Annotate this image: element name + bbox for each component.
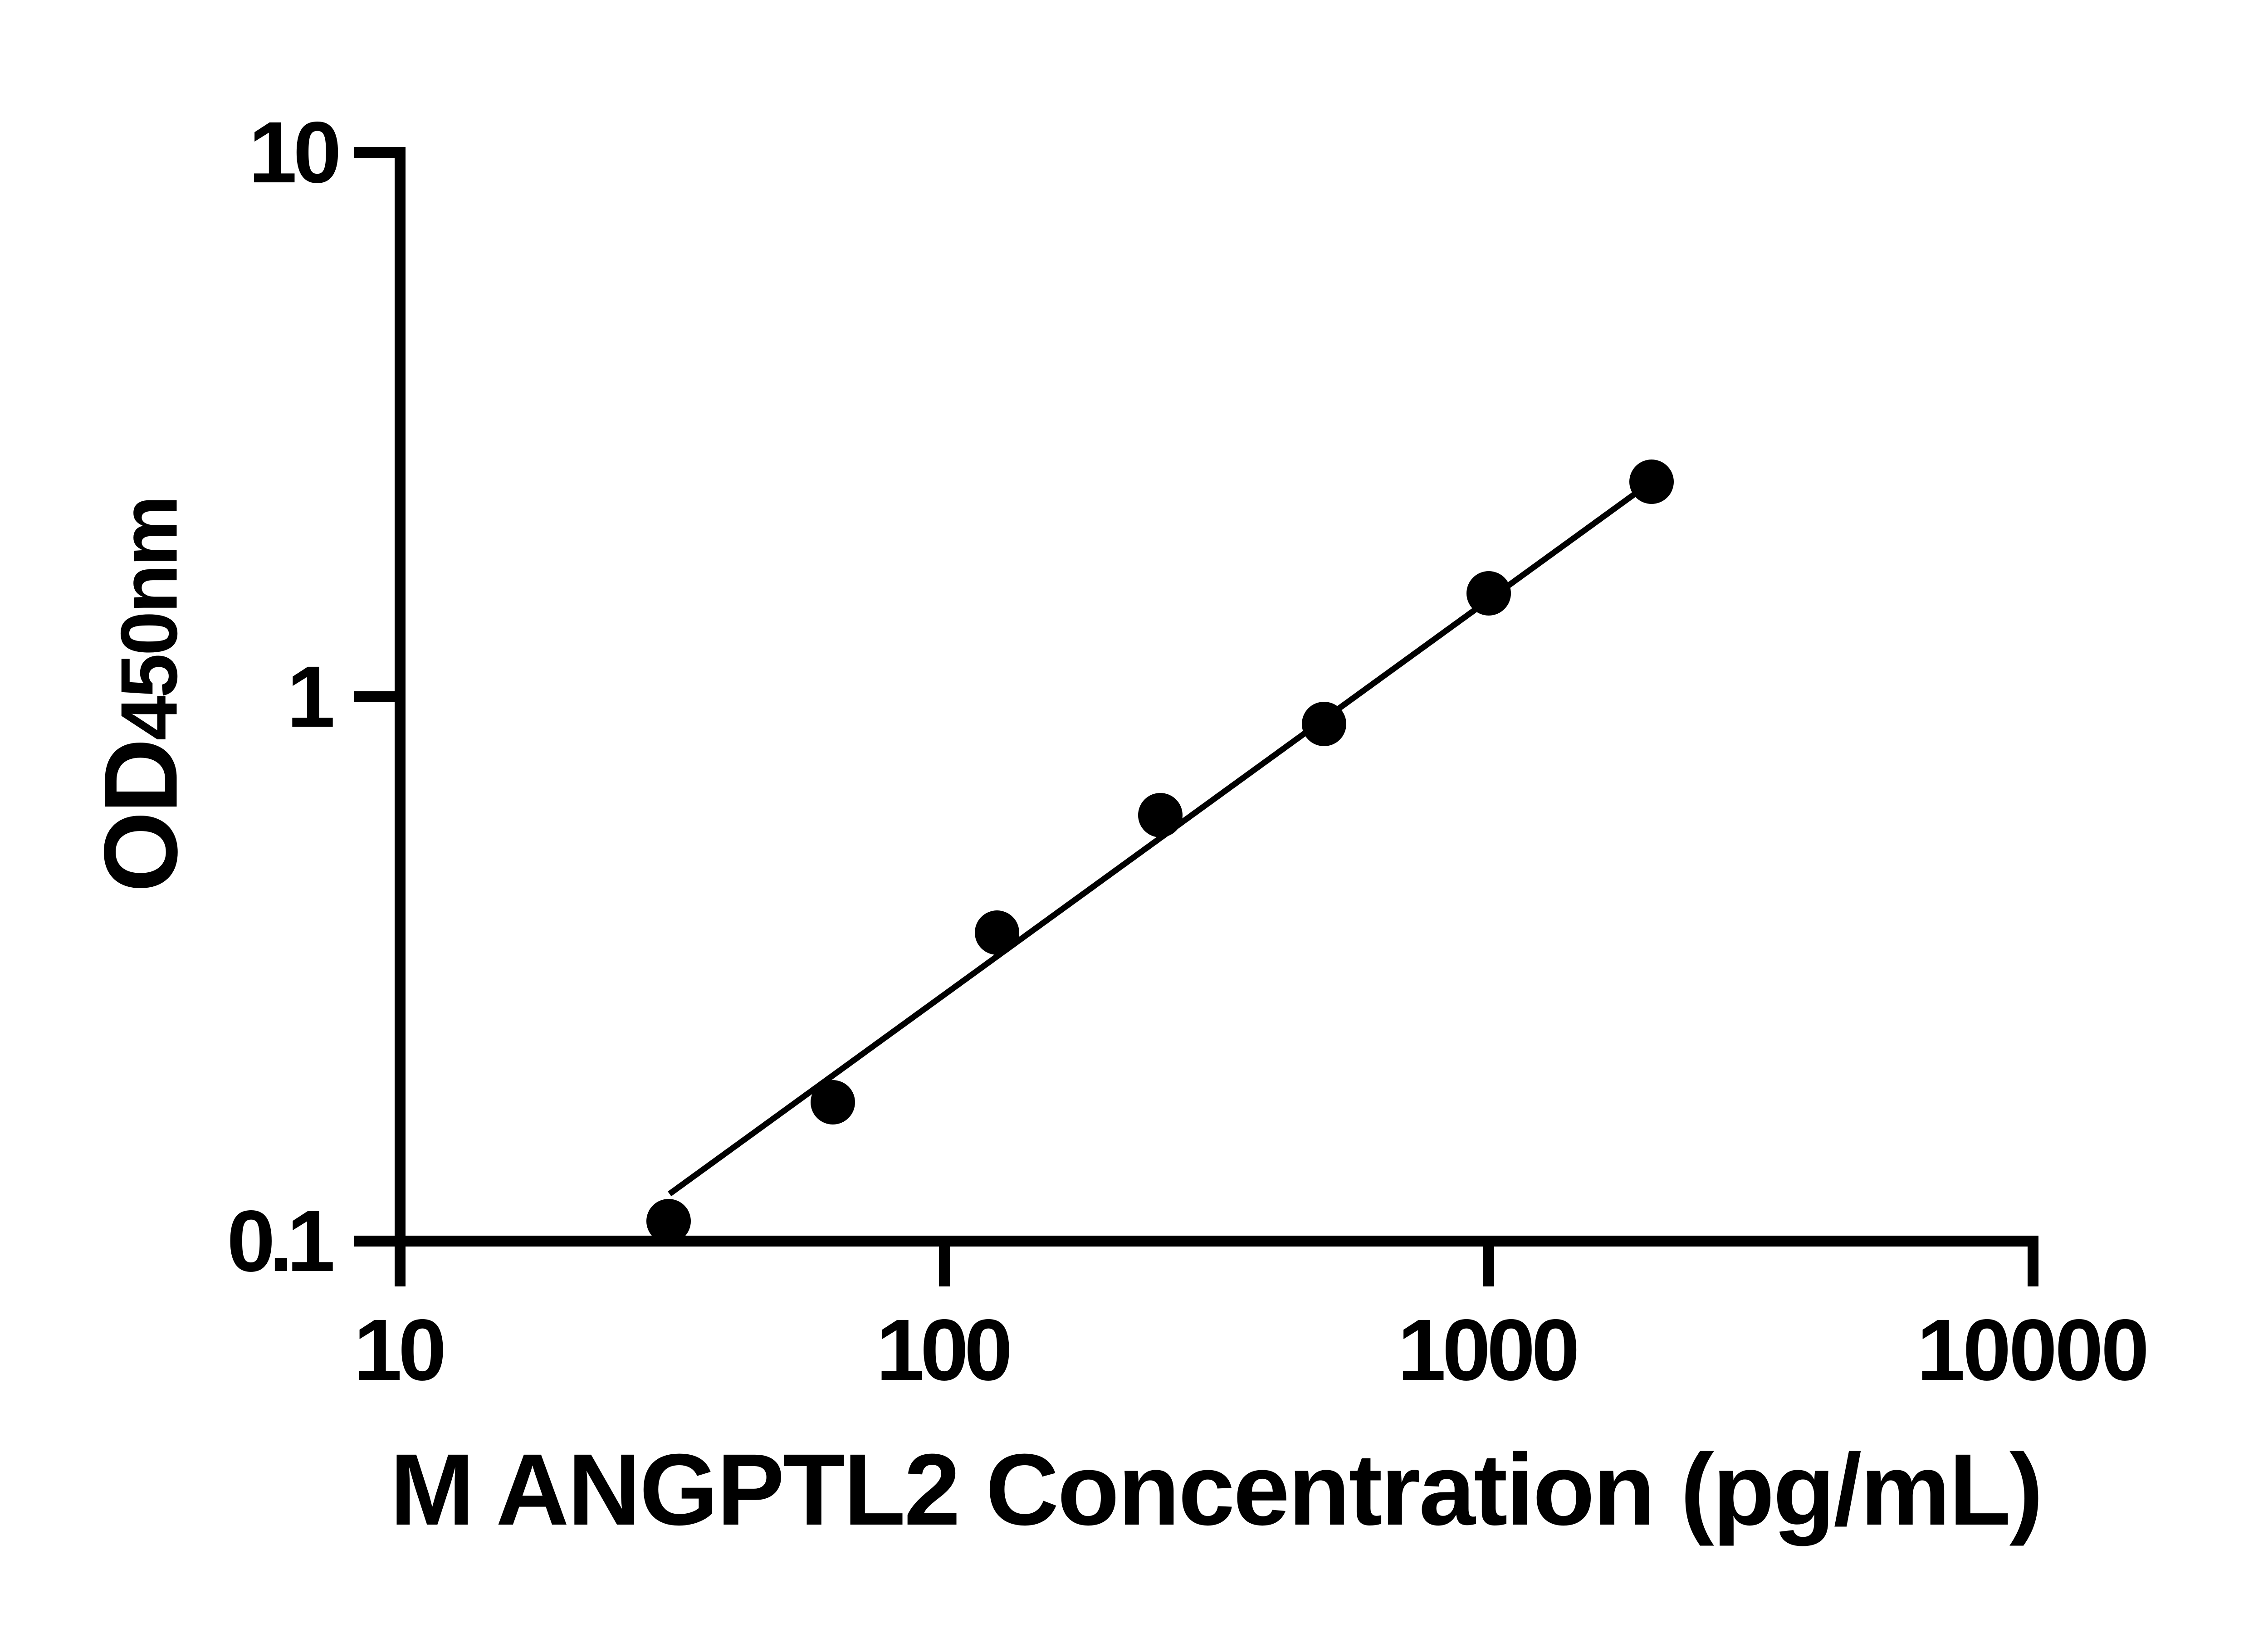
- svg-text:0.1: 0.1: [227, 1192, 335, 1290]
- svg-text:10: 10: [354, 1301, 447, 1398]
- svg-text:OD450nm: OD450nm: [83, 498, 199, 893]
- svg-text:10: 10: [249, 103, 342, 201]
- svg-text:1: 1: [287, 648, 335, 745]
- svg-text:M ANGPTL2 Concentration (pg/mL: M ANGPTL2 Concentration (pg/mL): [390, 1433, 2043, 1546]
- svg-text:1000: 1000: [1398, 1301, 1580, 1398]
- svg-text:100: 100: [876, 1301, 1013, 1398]
- svg-text:10000: 10000: [1917, 1301, 2150, 1398]
